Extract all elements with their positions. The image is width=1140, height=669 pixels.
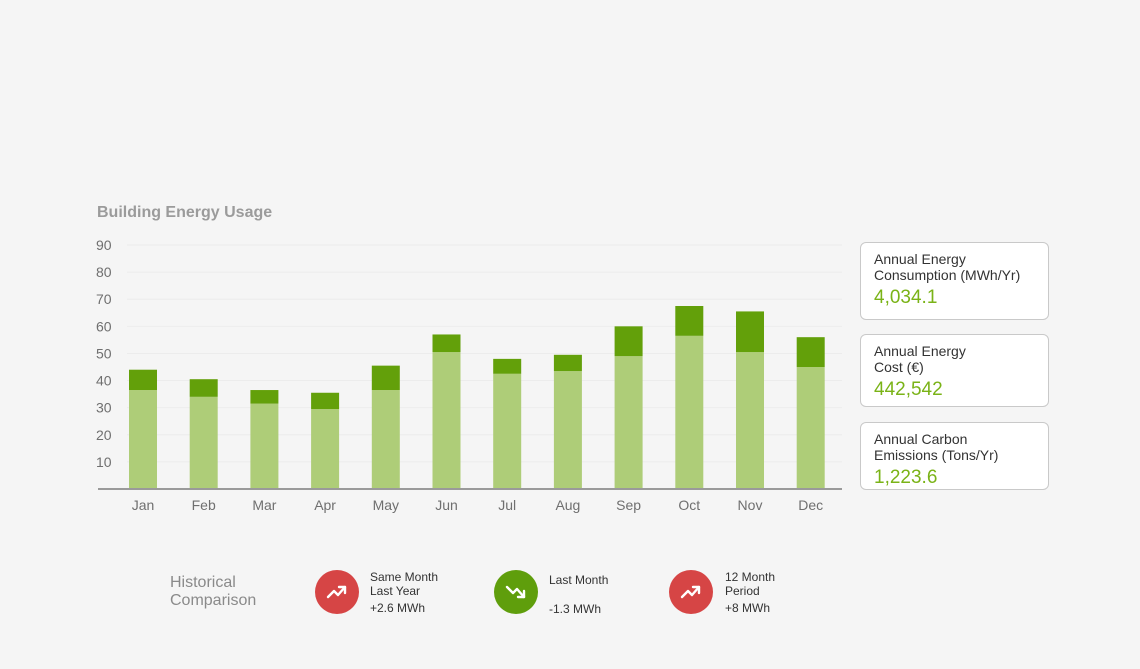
bar-segment-sep-0 <box>614 356 643 489</box>
bar-segment-oct-1 <box>675 306 704 336</box>
bar-segment-may-0 <box>371 390 400 489</box>
historical-value: -1.3 MWh <box>549 602 602 616</box>
x-tick-label: Aug <box>555 497 580 513</box>
y-tick-label: 60 <box>96 318 112 334</box>
y-tick-label: 20 <box>96 427 112 443</box>
x-tick-label: Jan <box>132 497 155 513</box>
stat-label-consumption: Annual Energy Consumption (MWh/Yr) <box>874 251 1021 283</box>
bar-segment-nov-0 <box>736 352 764 489</box>
bar-segment-apr-1 <box>311 392 340 410</box>
x-tick-label: Oct <box>678 497 700 513</box>
stat-label-emissions: Annual Carbon Emissions (Tons/Yr) <box>874 431 999 463</box>
historical-label: Same Month Last Year <box>370 570 439 598</box>
y-tick-label: 30 <box>96 400 112 416</box>
x-tick-label: Mar <box>252 497 276 513</box>
bar-segment-dec-0 <box>796 367 825 489</box>
stat-value-consumption: 4,034.1 <box>874 287 938 308</box>
trend-up-icon <box>315 570 359 614</box>
stat-card-emissions: Annual Carbon Emissions (Tons/Yr) 1,223.… <box>860 422 1049 490</box>
stat-card-consumption: Annual Energy Consumption (MWh/Yr) 4,034… <box>860 242 1049 320</box>
bar-segment-aug-1 <box>553 354 582 372</box>
bar-segment-apr-0 <box>311 409 340 489</box>
stat-value-emissions: 1,223.6 <box>874 467 938 488</box>
y-tick-label: 80 <box>96 264 112 280</box>
x-tick-label: Sep <box>616 497 641 513</box>
y-tick-label: 50 <box>96 345 112 361</box>
bar-segment-jun-0 <box>432 352 461 489</box>
trend-down-icon <box>494 570 538 614</box>
x-tick-label: Apr <box>314 497 336 513</box>
x-tick-label: May <box>373 497 399 513</box>
bar-segment-jan-0 <box>129 390 157 489</box>
historical-label: 12 Month Period <box>725 570 776 598</box>
bar-segment-jan-1 <box>129 369 157 391</box>
y-tick-label: 70 <box>96 291 112 307</box>
stat-label-cost: Annual Energy Cost (€) <box>874 343 966 375</box>
x-tick-label: Jun <box>435 497 458 513</box>
trend-up-icon <box>669 570 713 614</box>
historical-value: +8 MWh <box>725 601 771 615</box>
bar-segment-mar-1 <box>250 390 279 404</box>
bar-segment-aug-0 <box>553 371 582 489</box>
bar-segment-dec-1 <box>796 337 825 367</box>
y-tick-label: 40 <box>96 373 112 389</box>
bar-segment-nov-1 <box>736 311 764 353</box>
x-tick-label: Feb <box>192 497 216 513</box>
y-tick-label: 90 <box>96 237 112 253</box>
bar-segment-sep-1 <box>614 326 643 357</box>
bar-segment-jul-0 <box>493 373 522 489</box>
y-tick-label: 10 <box>96 454 112 470</box>
x-tick-label: Jul <box>498 497 516 513</box>
chart-title: Building Energy Usage <box>97 204 273 221</box>
bar-segment-jul-1 <box>493 358 522 374</box>
x-tick-label: Dec <box>798 497 823 513</box>
bar-segment-may-1 <box>371 365 400 391</box>
bar-segment-mar-0 <box>250 403 279 489</box>
x-tick-label: Nov <box>738 497 763 513</box>
historical-label: Last Month <box>549 573 609 587</box>
historical-comparison-title: Historical Comparison <box>170 574 257 609</box>
stat-value-cost: 442,542 <box>874 379 943 400</box>
energy-usage-bar-chart: 10 20 30 40 50 60 70 80 90 Jan Feb Mar Apr May Jun Jul A… <box>96 237 842 513</box>
bar-segment-feb-0 <box>189 396 218 489</box>
historical-value: +2.6 MWh <box>370 601 426 615</box>
bar-segment-jun-1 <box>432 334 461 353</box>
stat-card-cost: Annual Energy Cost (€) 442,542 <box>860 334 1049 407</box>
bar-segment-feb-1 <box>189 379 218 397</box>
bar-segment-oct-0 <box>675 335 704 489</box>
